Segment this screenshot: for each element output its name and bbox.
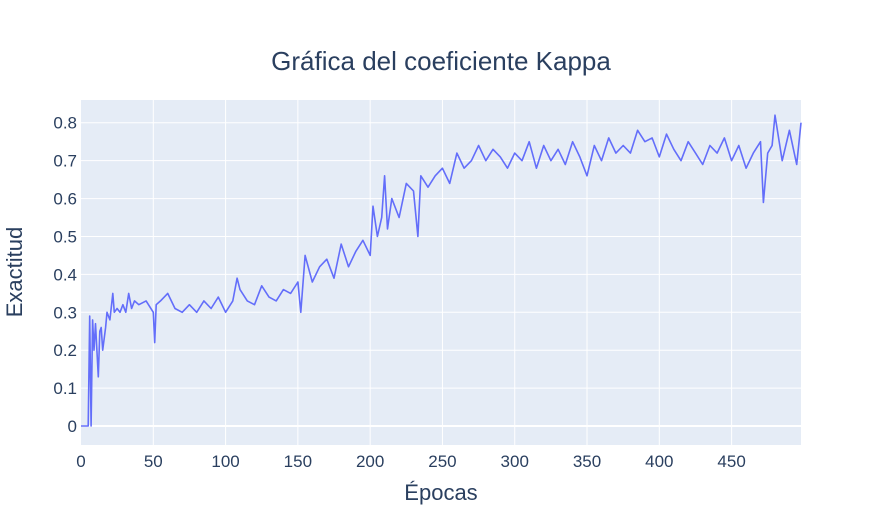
x-tick-label: 400	[645, 452, 673, 471]
series-line-0	[81, 114, 802, 427]
chart-title: Gráfica del coeficiente Kappa	[271, 46, 611, 76]
y-axis-title: Exactitud	[2, 227, 27, 318]
x-tick-label: 350	[573, 452, 601, 471]
y-tick-label: 0	[68, 417, 77, 436]
y-axis-ticks: 0 0.1 0.2 0.3 0.4 0.5 0.6 0.7 0.8	[53, 114, 77, 436]
y-tick-label: 0.1	[53, 379, 77, 398]
x-axis-title: Épocas	[404, 480, 477, 505]
y-tick-label: 0.6	[53, 190, 77, 209]
y-tick-label: 0.4	[53, 265, 77, 284]
x-axis-ticks: 0 50 100 150 200 250 300 350 400 450	[76, 452, 746, 471]
y-tick-label: 0.5	[53, 227, 77, 246]
plot-background	[81, 100, 801, 445]
grid-lines	[81, 100, 801, 445]
x-tick-label: 200	[356, 452, 384, 471]
x-tick-label: 450	[717, 452, 745, 471]
x-tick-label: 50	[144, 452, 163, 471]
x-tick-label: 100	[211, 452, 239, 471]
x-tick-label: 300	[501, 452, 529, 471]
x-tick-label: 250	[428, 452, 456, 471]
y-tick-label: 0.2	[53, 341, 77, 360]
series-layer	[81, 114, 802, 427]
y-tick-label: 0.3	[53, 303, 77, 322]
y-tick-label: 0.8	[53, 114, 77, 133]
x-tick-label: 150	[284, 452, 312, 471]
y-tick-label: 0.7	[53, 152, 77, 171]
x-tick-label: 0	[76, 452, 85, 471]
